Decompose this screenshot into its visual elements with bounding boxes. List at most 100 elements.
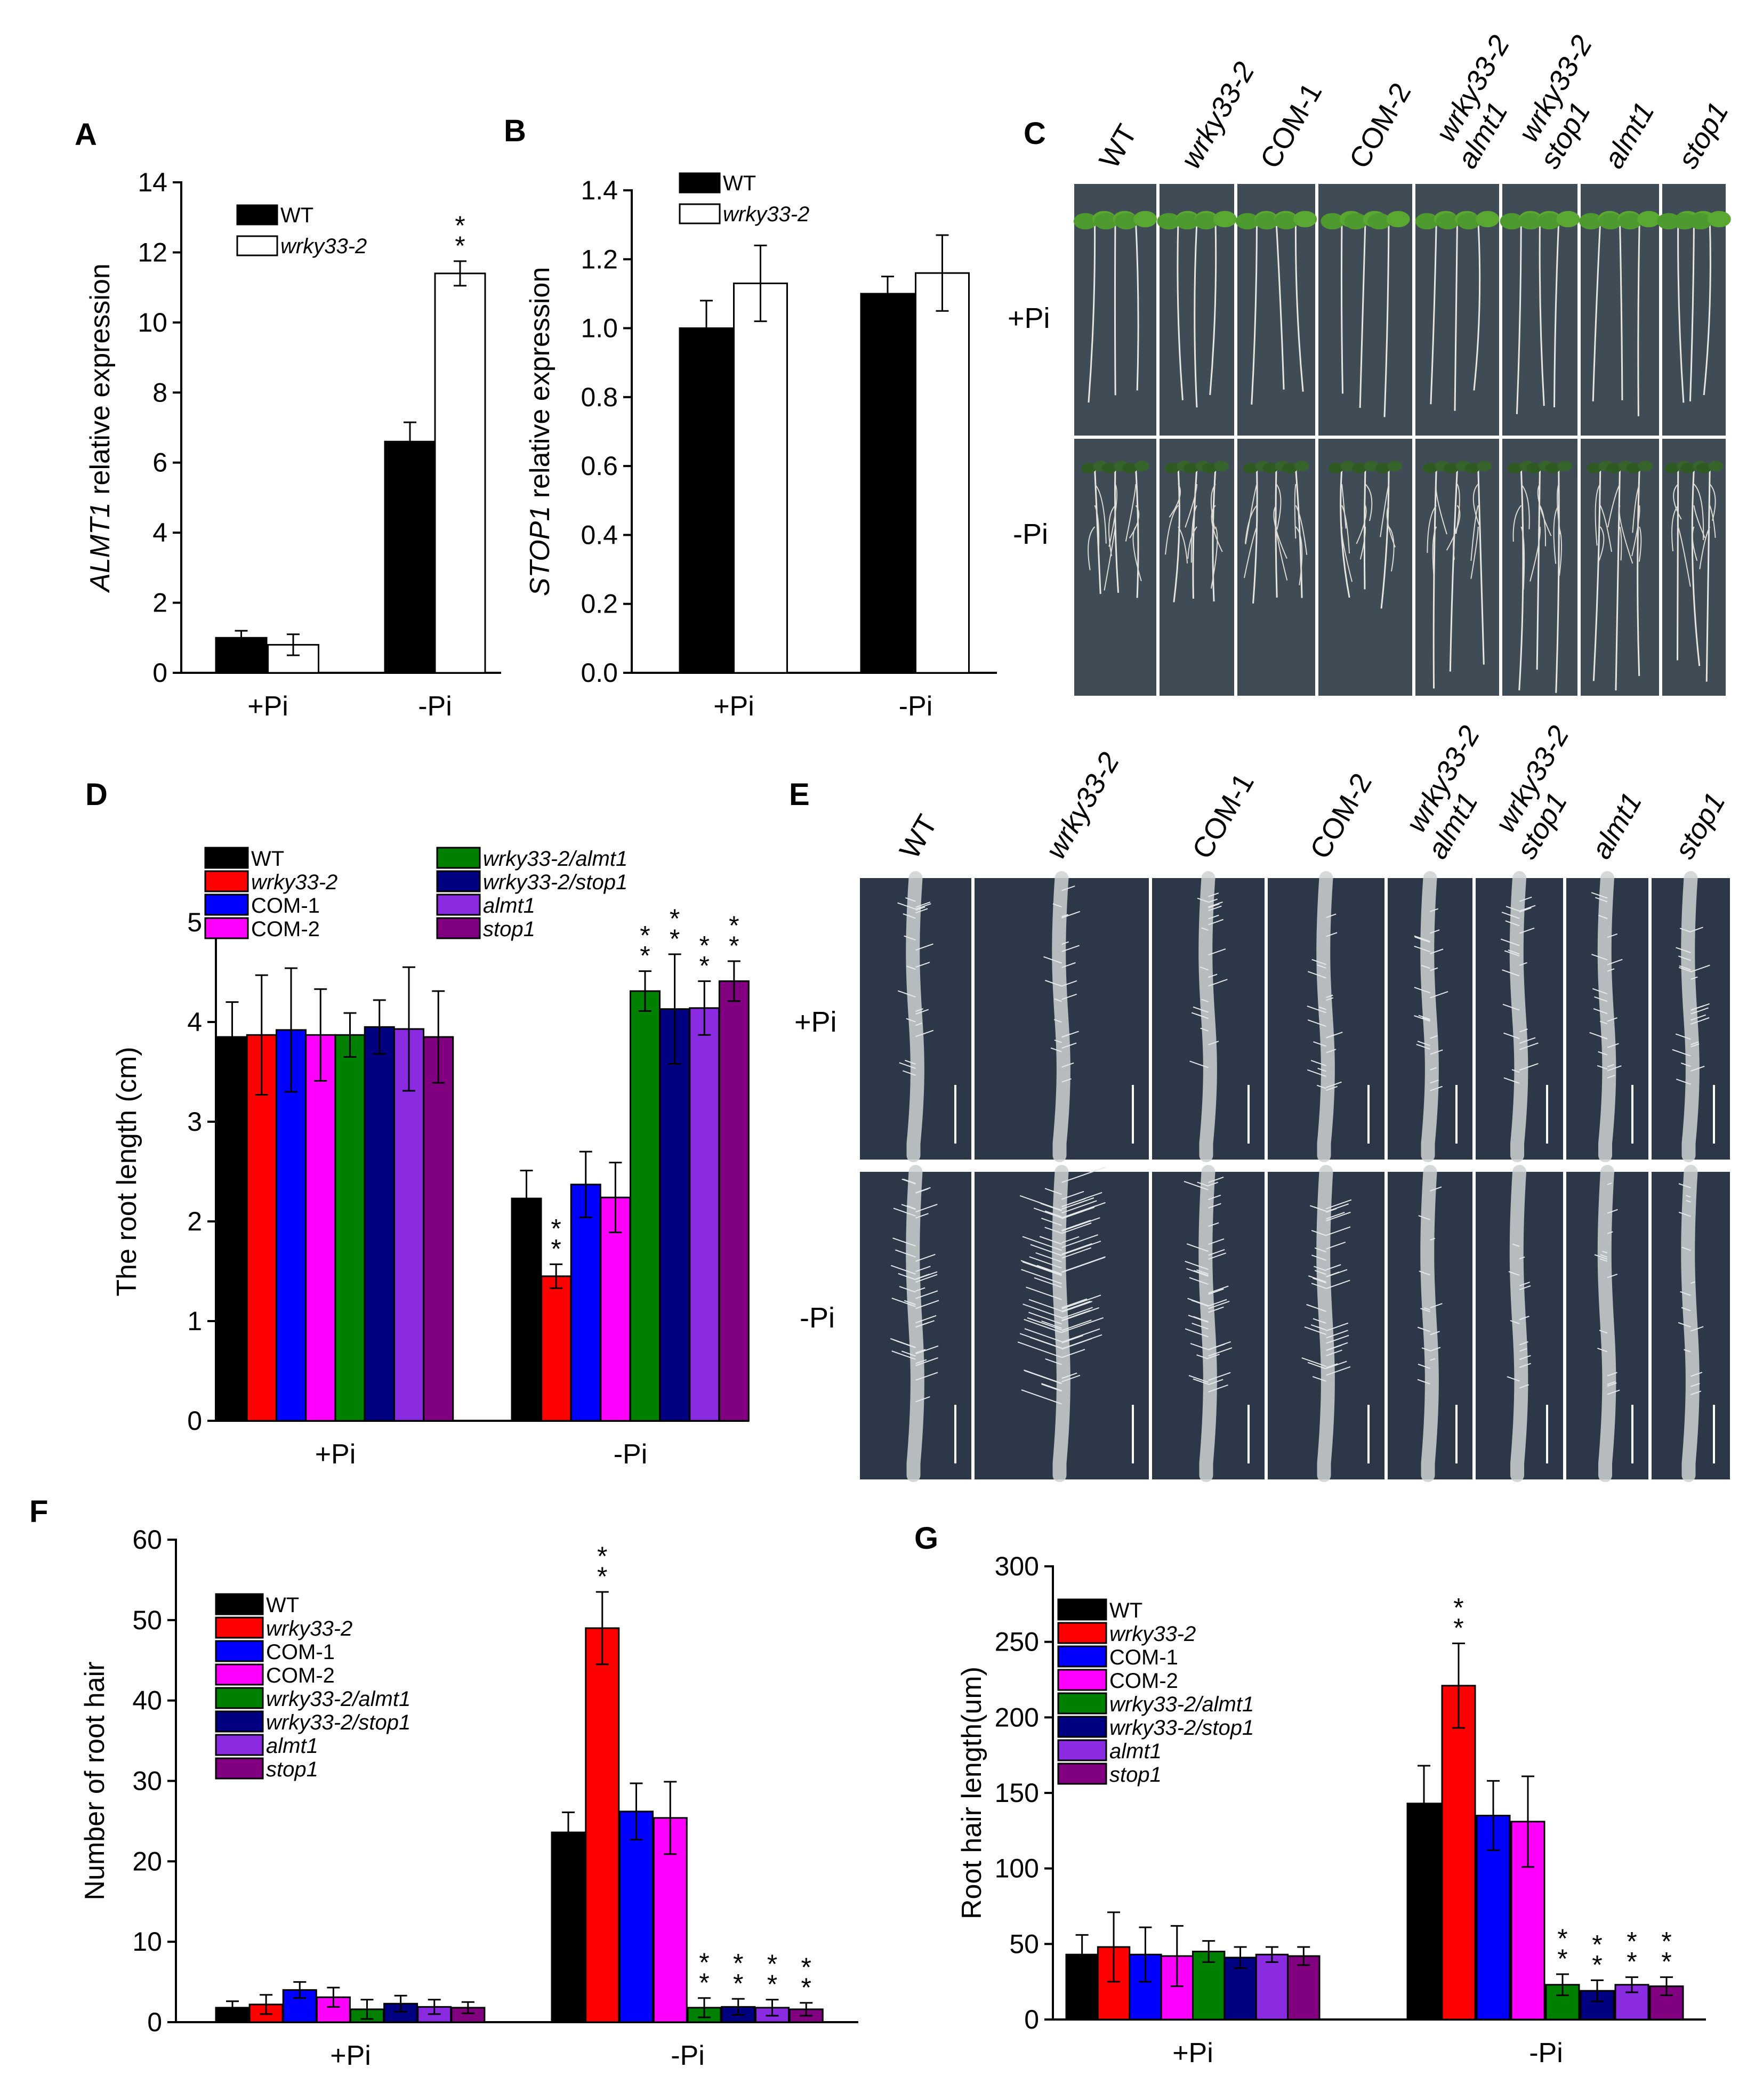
root-hair <box>915 1359 927 1364</box>
legend-swatch-wrky33-2-almt1 <box>215 1687 264 1709</box>
seedling-leaf <box>1202 463 1217 473</box>
root-hair <box>1061 1202 1106 1219</box>
root-hair <box>1686 1195 1691 1198</box>
seedling-lateral-root <box>1295 526 1303 585</box>
root-hair <box>1607 1231 1613 1234</box>
legend-swatch-wt <box>679 172 721 194</box>
root-hair <box>1326 1349 1342 1356</box>
root-hair <box>915 1320 935 1328</box>
root-hair <box>1672 1049 1691 1057</box>
root-hair <box>1313 1041 1326 1047</box>
root-hair <box>1690 1390 1702 1395</box>
root-hair <box>1607 1389 1620 1395</box>
seedling-leaf <box>1664 463 1680 473</box>
x-category-label: +Pi <box>315 1439 356 1470</box>
root-hair <box>1519 1355 1531 1361</box>
root-hair <box>1061 1374 1081 1382</box>
root-hair <box>1326 1212 1345 1220</box>
seedling-root <box>1383 221 1390 417</box>
significance-star: * <box>551 1213 561 1243</box>
panel-letter-a: A <box>75 117 97 152</box>
root-hair <box>1414 935 1430 942</box>
seedling-lateral-root <box>1453 526 1458 560</box>
seedling-lateral-root <box>1693 484 1704 541</box>
y-tick-label: 2 <box>187 1206 202 1236</box>
root-hair <box>893 1208 916 1217</box>
root-hair <box>1430 1303 1443 1309</box>
seedling-lateral-root <box>1595 484 1601 546</box>
root-hair <box>1417 1041 1430 1047</box>
root-hair <box>1208 901 1223 908</box>
significance-star: * <box>1592 1929 1602 1959</box>
seedling-root <box>1705 468 1711 682</box>
seedling-root <box>1637 468 1640 677</box>
root-hair <box>897 990 916 997</box>
seedling-lateral-root <box>1245 484 1258 545</box>
root-hair <box>1504 950 1520 957</box>
seedling-lateral-root <box>1129 505 1140 539</box>
root-hair <box>1039 1236 1062 1245</box>
root-hair <box>890 1265 916 1275</box>
root-hair <box>915 1287 925 1292</box>
root-hair <box>1430 1331 1440 1335</box>
legend-label-wrky33-2-stop1: wrky33-2/stop1 <box>483 871 627 894</box>
seedling-lateral-root <box>1190 505 1197 563</box>
seedling-leaf <box>1235 213 1259 230</box>
seedling-photo-cell <box>1160 439 1234 696</box>
seedling-leaf <box>1183 463 1198 473</box>
seedling-lateral-root <box>1520 484 1530 529</box>
significance-star: * <box>640 941 650 971</box>
root-hair <box>903 913 916 919</box>
seedling-lateral-root <box>1699 526 1711 569</box>
root-hair <box>1326 1226 1351 1236</box>
seedling-leaf <box>1255 213 1279 230</box>
root-hair <box>1607 1382 1617 1387</box>
y-axis-title: The root length (cm) <box>111 1047 142 1296</box>
root-tip <box>1316 1165 1335 1482</box>
root-hair <box>891 1298 916 1307</box>
seedling-root <box>1689 221 1695 401</box>
root-hair <box>1061 1198 1086 1208</box>
seedling-lateral-root <box>1275 526 1288 581</box>
root-tip <box>1052 871 1070 1162</box>
root-hair <box>1595 897 1608 903</box>
panel-letter-f: F <box>29 1494 48 1529</box>
root-hair <box>1061 1243 1092 1255</box>
x-category-label: -Pi <box>899 691 933 722</box>
root-hair <box>1041 1321 1062 1329</box>
bar-com-1-pi <box>570 1184 601 1422</box>
seedling-leaf <box>1375 463 1390 473</box>
y-tick-label: 1.2 <box>581 244 618 274</box>
y-axis-title: STOP1 relative expression <box>525 267 556 597</box>
root-hair <box>1690 964 1710 972</box>
seedling-lateral-root <box>1178 526 1188 564</box>
root-hair <box>1191 1012 1209 1019</box>
root-hair <box>1597 1348 1608 1353</box>
root-tip <box>1420 871 1439 1162</box>
root-hair <box>1607 968 1615 972</box>
seedling-leaf <box>1556 211 1580 228</box>
root-hair <box>1061 945 1080 952</box>
legend-label-almt1: almt1 <box>266 1734 318 1758</box>
root-hair <box>1326 1241 1346 1250</box>
seedling-leaf <box>1386 211 1410 228</box>
root-hair <box>1193 1378 1209 1385</box>
root-hair <box>1501 912 1520 919</box>
legend-swatch-wrky33-2-stop1 <box>215 1710 264 1733</box>
panel-letter-d: D <box>85 777 108 812</box>
y-tick-label: 12 <box>138 237 167 267</box>
root-tip <box>1509 1165 1528 1482</box>
root-hair <box>1050 1047 1062 1052</box>
root-hair <box>1061 1197 1094 1210</box>
seedling-leaf <box>1351 463 1367 473</box>
root-hair <box>1519 1063 1539 1071</box>
root-hair <box>1189 1277 1209 1285</box>
legend-swatch-com-2 <box>1057 1669 1107 1691</box>
y-tick-label: 30 <box>132 1766 162 1796</box>
root-hair <box>1040 1203 1062 1212</box>
root-hair <box>1419 1270 1430 1276</box>
root-hair <box>1314 1266 1326 1272</box>
root-hair <box>1192 1323 1209 1330</box>
root-hair <box>1326 1269 1348 1278</box>
genotype-label-almt1: almt1 <box>1598 97 1661 174</box>
